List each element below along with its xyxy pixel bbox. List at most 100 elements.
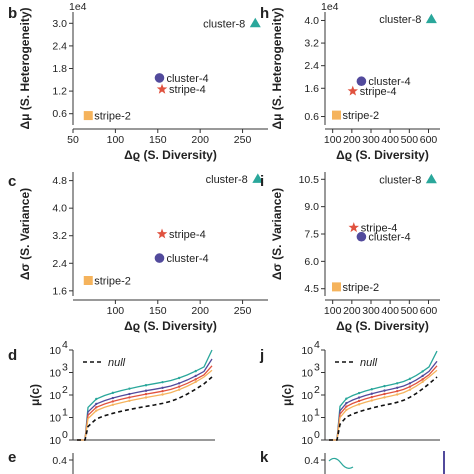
cluster-4-label: cluster-4 [166, 73, 208, 85]
y-tick-label: 2.4 [52, 40, 67, 52]
series-null-line [329, 376, 438, 441]
series-point [177, 382, 181, 385]
series-point [370, 388, 373, 391]
series-point [357, 391, 361, 395]
y-tick-label: 1.6 [52, 285, 67, 297]
y-axis-label: μ(c) [280, 384, 294, 406]
x-tick-label: 400 [381, 305, 399, 317]
y-tick-exponent: 3 [62, 362, 68, 374]
series-point [161, 380, 164, 384]
series-point [345, 405, 348, 408]
y-tick-label: 3.2 [52, 230, 67, 242]
series-point [421, 378, 424, 381]
cluster-4-label: cluster-4 [368, 76, 410, 88]
y-tick-label: 4.0 [52, 203, 67, 215]
cluster-8-marker [425, 13, 437, 24]
series-line [329, 360, 438, 441]
y-tick-label: 1.8 [52, 63, 67, 75]
stripe-2-label: stripe-2 [343, 282, 380, 294]
y-tick-label: 2.4 [304, 60, 319, 72]
series-point [357, 403, 361, 406]
y-tick-label: 10 [49, 368, 61, 380]
panel-letter: i [260, 173, 264, 190]
series-point [408, 377, 412, 381]
series-line [77, 369, 213, 441]
panel-k: k 0.4 [260, 449, 445, 474]
series-point [408, 388, 412, 391]
series-point [383, 389, 386, 392]
stripe-4-label: stripe-4 [361, 223, 398, 235]
y-tick-exponent: 3 [314, 362, 320, 374]
y-axis-label: Δμ (S. Heterogeneity) [270, 8, 284, 130]
series-point [161, 389, 164, 393]
stripe-2-label: stripe-2 [94, 276, 131, 288]
x-tick-label: 300 [362, 305, 380, 317]
legend-null-label: null [108, 357, 126, 369]
y-axis-label: Δμ (S. Heterogeneity) [18, 8, 32, 130]
x-tick-label: 400 [381, 134, 399, 146]
series-point [421, 380, 424, 384]
stripe-2-label: stripe-2 [94, 111, 131, 123]
y-tick-label: 0.6 [304, 111, 319, 123]
exponent-label: 1e4 [321, 1, 339, 13]
stripe-4-label: stripe-4 [169, 229, 206, 241]
series-point [144, 396, 148, 399]
y-tick-exponent: 0 [62, 429, 68, 441]
cluster-8-label: cluster-8 [379, 14, 421, 26]
x-tick-label: 200 [191, 305, 209, 317]
y-tick-exponent: 2 [314, 384, 320, 396]
series-point [111, 403, 115, 406]
series-point [421, 370, 424, 373]
x-tick-label: 250 [234, 305, 252, 317]
cluster-4-marker [356, 231, 367, 242]
legend-null-label: null [360, 357, 378, 369]
x-tick-label: 200 [343, 305, 361, 317]
stripe-4-marker [156, 83, 168, 94]
stripe-4-label: stripe-4 [360, 86, 397, 98]
y-tick-label: 10 [301, 368, 313, 380]
x-tick-label: 500 [401, 305, 419, 317]
panel-letter: k [260, 449, 269, 466]
series-point [408, 382, 412, 385]
series-line [77, 365, 213, 441]
cluster-4-marker [154, 253, 165, 263]
series-point [370, 392, 373, 395]
panel-letter: c [8, 173, 16, 190]
y-axis-label: Δσ (S. Variance) [270, 188, 284, 280]
series-point [95, 409, 98, 412]
series-point [128, 392, 131, 396]
y-tick-label: 1.6 [304, 83, 319, 95]
x-tick-label: 50 [67, 134, 79, 146]
cluster-4-label: cluster-4 [368, 232, 410, 244]
panel-letter: j [259, 347, 264, 364]
stripe-4-marker [156, 228, 168, 239]
y-tick-exponent: 1 [62, 407, 68, 419]
series-point [111, 396, 115, 400]
x-tick-label: 200 [191, 134, 209, 146]
y-tick-label: 0.4 [52, 455, 67, 467]
cluster-8-marker [425, 173, 437, 184]
stripe-2-marker [332, 110, 341, 120]
series-point [144, 389, 148, 392]
series-point [345, 408, 348, 412]
y-tick-label: 10 [301, 345, 313, 357]
stripe-2-marker [332, 282, 341, 292]
y-tick-label: 10.5 [299, 174, 320, 186]
cluster-8-marker [249, 17, 261, 28]
cluster-8-label: cluster-8 [206, 174, 248, 186]
y-tick-label: 1.2 [52, 86, 67, 98]
series-line [329, 365, 438, 441]
stripe-2-marker [83, 276, 93, 285]
panel-letter: e [8, 449, 16, 466]
series-point [383, 392, 386, 396]
y-tick-label: 10 [49, 413, 61, 425]
y-tick-label: 4.5 [304, 283, 319, 295]
series-point [177, 388, 181, 391]
series-point [396, 393, 399, 396]
y-tick-label: 10 [301, 413, 313, 425]
y-tick-exponent: 2 [62, 384, 68, 396]
y-tick-label: 7.5 [304, 229, 319, 241]
panel-letter: b [8, 5, 17, 22]
panel-i: i 4.5 6.0 7.5 9.0 10.5 100 200 300 400 500 600 Δϱ (S… [260, 172, 440, 333]
